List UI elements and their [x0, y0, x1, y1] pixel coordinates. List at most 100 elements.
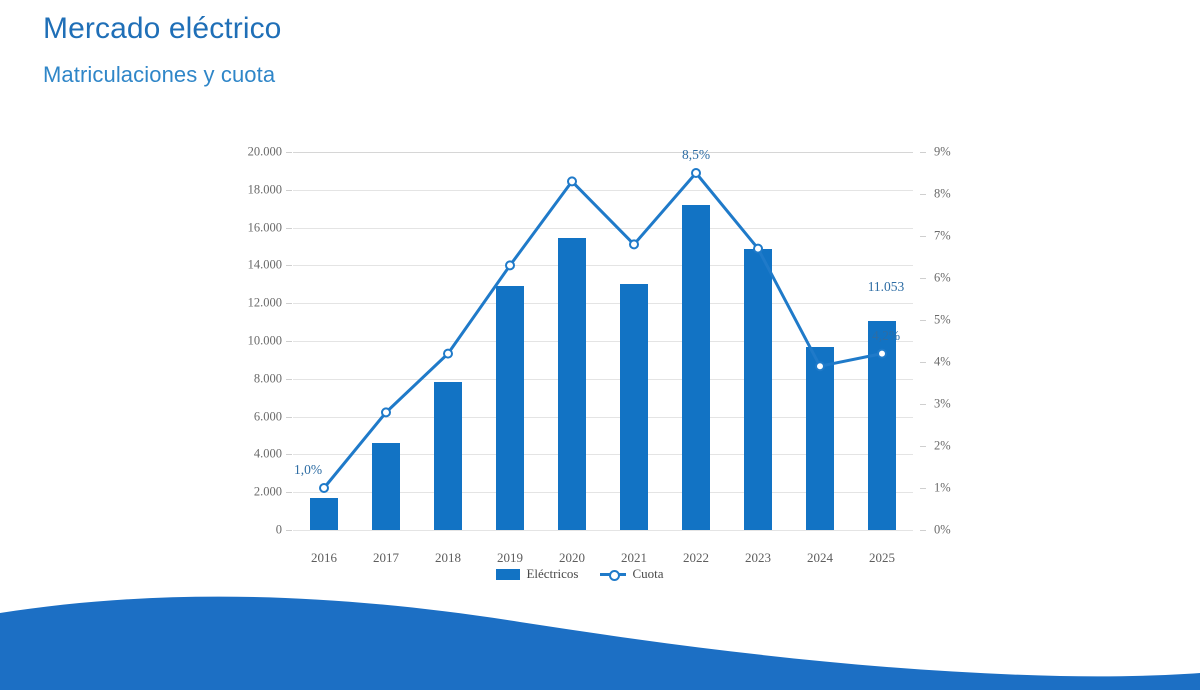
right-axis-tick-mark	[920, 488, 926, 489]
right-axis-tick-mark	[920, 404, 926, 405]
left-axis-tick-label: 12.000	[247, 295, 282, 310]
cuota-marker[interactable]	[629, 239, 639, 250]
right-axis-tick-mark	[920, 194, 926, 195]
left-axis-tick-label: 10.000	[247, 333, 282, 348]
legend-item-electricos[interactable]: Eléctricos	[496, 566, 578, 582]
footer-wave-decoration	[0, 596, 1200, 690]
right-axis-tick-mark	[920, 278, 926, 279]
left-axis: 0 2.000 4.000 6.000 8.000 10.000 12.000 14.000 1…	[220, 145, 292, 537]
line-series-cuota	[319, 168, 887, 493]
left-axis-tick-label: 20.000	[247, 144, 282, 159]
cuota-marker[interactable]	[753, 243, 763, 254]
cuota-marker[interactable]	[877, 348, 887, 359]
legend-label-electricos: Eléctricos	[526, 566, 579, 581]
left-axis-tick-mark	[286, 341, 292, 342]
line-data-label: 1,0%	[293, 462, 323, 477]
plot-area: 11.053 1,0% 8,5% 4,2%	[293, 147, 913, 531]
gridline	[293, 152, 913, 153]
right-axis-tick-label: 6%	[934, 270, 951, 285]
svg-text:anes: anes	[980, 617, 1077, 666]
left-axis-tick-mark	[286, 416, 292, 418]
gridline	[293, 454, 913, 456]
right-axis-tick-label: 0%	[934, 522, 951, 537]
gridline	[293, 416, 913, 418]
gridline	[293, 303, 913, 305]
gridline	[293, 265, 913, 267]
page-title: Mercado eléctrico	[43, 12, 282, 45]
right-axis-tick-label: 1%	[934, 480, 951, 495]
right-axis-tick-label: 3%	[934, 396, 951, 411]
gridline	[293, 189, 913, 191]
x-axis-tick-label: 2021	[621, 550, 647, 565]
bar[interactable]	[310, 497, 338, 530]
bar[interactable]	[558, 238, 586, 530]
right-axis-tick-label: 7%	[934, 228, 951, 243]
bar[interactable]	[682, 205, 710, 530]
right-axis-tick-mark	[920, 152, 926, 153]
x-axis-tick-label: 2017	[373, 550, 399, 565]
right-axis-tick-label: 4%	[934, 354, 951, 369]
cuota-marker[interactable]	[567, 176, 577, 187]
left-axis-tick-mark	[286, 152, 292, 153]
line-data-label: 4,2%	[871, 327, 901, 343]
left-axis-tick-mark	[286, 189, 292, 191]
bar[interactable]	[372, 442, 400, 530]
left-axis-tick-label: 16.000	[247, 220, 282, 235]
cuota-marker[interactable]	[381, 407, 391, 418]
page-subtitle: Matriculaciones y cuota	[43, 62, 276, 87]
gridline	[293, 378, 913, 380]
cuota-marker[interactable]	[319, 483, 329, 493]
gridline	[293, 227, 913, 229]
cuota-marker[interactable]	[443, 348, 453, 359]
right-axis-tick-mark	[920, 362, 926, 363]
right-axis-tick-label: 8%	[934, 186, 951, 201]
left-axis-tick-label: 0	[275, 522, 282, 537]
left-axis-tick-mark	[286, 378, 292, 380]
right-axis-tick-mark	[920, 236, 926, 237]
x-axis-tick-label: 2023	[745, 550, 771, 565]
left-axis-tick-mark	[286, 530, 292, 531]
x-axis-tick-label: 2022	[683, 550, 709, 565]
x-axis-tick-label: 2020	[559, 550, 585, 565]
left-axis-tick-mark	[286, 492, 292, 494]
legend-label-cuota: Cuota	[632, 566, 664, 581]
combo-chart: 11.053 1,0% 8,5% 4,2% 0 2.000 4.000 6.000 8.000…	[220, 140, 951, 600]
bar[interactable]	[434, 382, 462, 530]
right-axis-tick-mark	[920, 320, 926, 321]
right-axis-tick-label: 9%	[934, 144, 951, 159]
legend-item-cuota[interactable]: Cuota	[600, 566, 664, 582]
left-axis-tick-mark	[286, 303, 292, 305]
left-axis-tick-label: 2.000	[253, 484, 282, 499]
x-axis-tick-label: 2025	[869, 550, 895, 565]
x-axis-tick-label: 2019	[497, 550, 523, 565]
legend-bar-swatch-icon	[496, 568, 521, 580]
right-axis-tick-label: 5%	[934, 312, 951, 327]
left-axis-tick-label: 18.000	[247, 182, 282, 197]
line-data-label: 8,5%	[681, 147, 711, 162]
cuota-line-path	[322, 171, 883, 489]
chart-legend: Eléctricos Cuota	[220, 566, 940, 582]
right-axis-tick-label: 2%	[934, 438, 951, 453]
right-axis-tick-mark	[920, 446, 926, 447]
cuota-marker[interactable]	[815, 361, 825, 372]
bar[interactable]	[806, 347, 834, 530]
legend-line-marker-icon	[600, 569, 627, 581]
bar[interactable]	[620, 283, 648, 530]
left-axis-tick-label: 6.000	[253, 409, 282, 424]
cuota-marker[interactable]	[505, 260, 515, 271]
gridline	[293, 341, 913, 342]
right-axis: 0% 1% 2% 3% 4% 5% 6% 7% 8% 9%	[920, 145, 966, 537]
left-axis-tick-label: 14.000	[247, 257, 282, 272]
x-axis-tick-label: 2018	[435, 550, 461, 565]
gridline	[293, 530, 913, 531]
svg-text:r: r	[1132, 617, 1147, 666]
left-axis-tick-label: 4.000	[253, 446, 282, 461]
x-axis-tick-label: 2024	[807, 550, 833, 565]
bar[interactable]	[496, 286, 524, 530]
cuota-marker[interactable]	[691, 168, 701, 178]
bar-data-label: 11.053	[867, 279, 905, 295]
gridline	[293, 492, 913, 494]
bar[interactable]	[744, 249, 772, 530]
left-axis-tick-mark	[286, 227, 292, 229]
x-axis-tick-label: 2016	[311, 550, 337, 565]
